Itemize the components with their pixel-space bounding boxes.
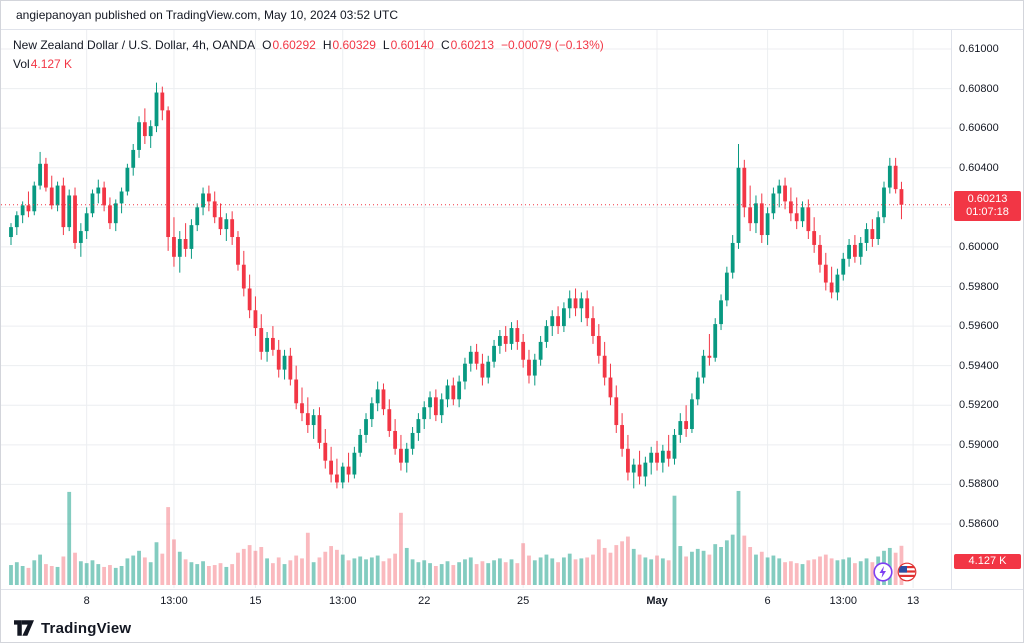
flag-reaction-icon[interactable] xyxy=(897,562,917,582)
chart-area[interactable]: New Zealand Dollar / U.S. Dollar, 4h, OA… xyxy=(1,29,1023,589)
time-axis-label: 8 xyxy=(83,595,90,607)
high-label: H xyxy=(322,37,332,52)
volume-label: Vol xyxy=(13,56,30,71)
bar-countdown: 01:07:18 xyxy=(966,205,1009,218)
price-axis-label: 0.61000 xyxy=(959,43,999,55)
tradingview-logo-icon xyxy=(14,620,34,636)
time-axis-label: 15 xyxy=(249,595,262,607)
price-axis-label: 0.60400 xyxy=(959,161,999,174)
price-axis-label: 0.60000 xyxy=(959,240,999,253)
footer-bar: TradingView xyxy=(1,614,1023,642)
price-axis-label: 0.59000 xyxy=(959,438,999,451)
time-axis-label: 13:00 xyxy=(829,595,858,607)
high-value: 0.60329 xyxy=(332,37,376,52)
candlestick-chart[interactable] xyxy=(1,30,951,588)
current-price-badge: 0.60213 01:07:18 xyxy=(954,190,1021,221)
time-axis-label: 13 xyxy=(906,595,920,607)
open-label: O xyxy=(262,37,272,52)
time-axis-label: 25 xyxy=(517,595,530,607)
current-price: 0.60213 xyxy=(967,192,1008,205)
time-scale[interactable]: 8 13:00 15 13:00 22 25 May 6 13:00 13 xyxy=(1,589,1023,614)
legend-volume-row: Vol 4.127 K xyxy=(13,54,604,73)
lightning-boost-icon[interactable] xyxy=(873,562,893,582)
price-axis-label: 0.59600 xyxy=(959,320,999,333)
time-axis-label: 13:00 xyxy=(328,595,357,607)
close-value: 0.60213 xyxy=(450,37,495,52)
brand-text: TradingView xyxy=(41,619,132,637)
time-axis-label: May xyxy=(646,595,668,607)
open-value: 0.60292 xyxy=(272,37,316,52)
time-axis-label: 13:00 xyxy=(160,595,188,607)
time-axis-label: 22 xyxy=(418,595,431,607)
legend-symbol-row: New Zealand Dollar / U.S. Dollar, 4h, OA… xyxy=(13,35,604,54)
change-value: −0.00079 (−0.13%) xyxy=(501,37,604,52)
price-axis-label: 0.58800 xyxy=(959,478,999,491)
low-label: L xyxy=(382,37,390,52)
price-axis-label: 0.58600 xyxy=(959,518,999,530)
attribution-text: angiepanoyan published on TradingView.co… xyxy=(16,8,399,22)
price-axis-label: 0.60800 xyxy=(959,82,999,95)
price-axis-label: 0.59800 xyxy=(959,280,999,293)
legend: New Zealand Dollar / U.S. Dollar, 4h, OA… xyxy=(13,35,604,73)
symbol-title[interactable]: New Zealand Dollar / U.S. Dollar, 4h, OA… xyxy=(13,37,256,52)
attribution-bar: angiepanoyan published on TradingView.co… xyxy=(1,1,1023,29)
volume-value: 4.127 K xyxy=(30,56,73,71)
price-axis-label: 0.60600 xyxy=(959,122,999,135)
volume-badge: 4.127 K xyxy=(954,553,1021,569)
price-scale[interactable]: 0.60213 01:07:18 4.127 K 0.61000 0.60800 0… xyxy=(951,30,1023,589)
reaction-icons xyxy=(873,562,917,582)
low-value: 0.60140 xyxy=(390,37,434,52)
close-label: C xyxy=(440,37,450,52)
price-axis-label: 0.59200 xyxy=(959,399,999,412)
tradingview-logo[interactable]: TradingView xyxy=(14,620,131,637)
time-axis-label: 6 xyxy=(764,595,771,607)
price-axis-label: 0.59400 xyxy=(959,359,999,372)
